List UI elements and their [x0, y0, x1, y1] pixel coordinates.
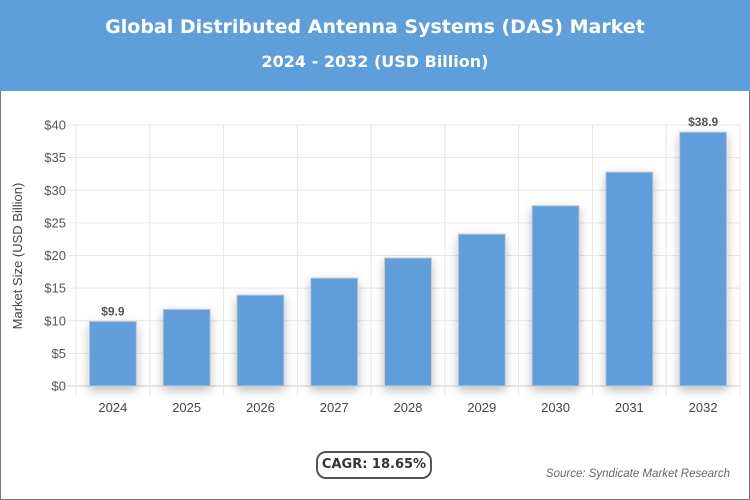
bar-2031[interactable] [605, 171, 654, 387]
x-tick-label: 2030 [541, 400, 570, 415]
y-tick-label: $0 [52, 379, 66, 394]
source-note: Source: Syndicate Market Research [545, 468, 730, 480]
bar-2030[interactable] [531, 205, 580, 387]
data-label: $9.9 [101, 304, 125, 318]
x-tick-label: 2027 [320, 400, 349, 415]
bar-2027[interactable] [310, 277, 359, 387]
bar-2025[interactable] [162, 308, 211, 387]
y-tick-label: $20 [44, 248, 66, 263]
y-tick-label: $25 [44, 215, 66, 230]
y-tick-label: $35 [44, 150, 66, 165]
bar-2032[interactable] [679, 131, 728, 387]
chart-title: Global Distributed Antenna Systems (DAS)… [105, 16, 645, 38]
bar-2024[interactable] [88, 320, 137, 387]
x-tick-label: 2026 [246, 400, 275, 415]
y-tick-label: $30 [44, 183, 66, 198]
x-tick-label: 2024 [98, 400, 127, 415]
y-axis-label: Market Size (USD Billion) [10, 183, 25, 330]
bar-2029[interactable] [457, 233, 506, 387]
x-tick-label: 2029 [467, 400, 496, 415]
x-tick-label: 2028 [394, 400, 423, 415]
bar-2028[interactable] [384, 257, 432, 387]
y-tick-label: $10 [44, 313, 66, 328]
x-tick-label: 2031 [615, 400, 644, 415]
chart-header: Global Distributed Antenna Systems (DAS)… [0, 0, 750, 91]
y-tick-label: $5 [52, 346, 66, 361]
cagr-badge: CAGR: 18.65% [316, 451, 432, 479]
x-tick-label: 2025 [172, 400, 201, 415]
data-label: $38.9 [688, 115, 718, 129]
y-tick-label: $15 [44, 281, 66, 296]
y-tick-label: $40 [44, 118, 66, 133]
x-tick-label: 2032 [689, 400, 718, 415]
bar-2026[interactable] [236, 294, 285, 387]
chart-subtitle: 2024 - 2032 (USD Billion) [261, 52, 489, 71]
